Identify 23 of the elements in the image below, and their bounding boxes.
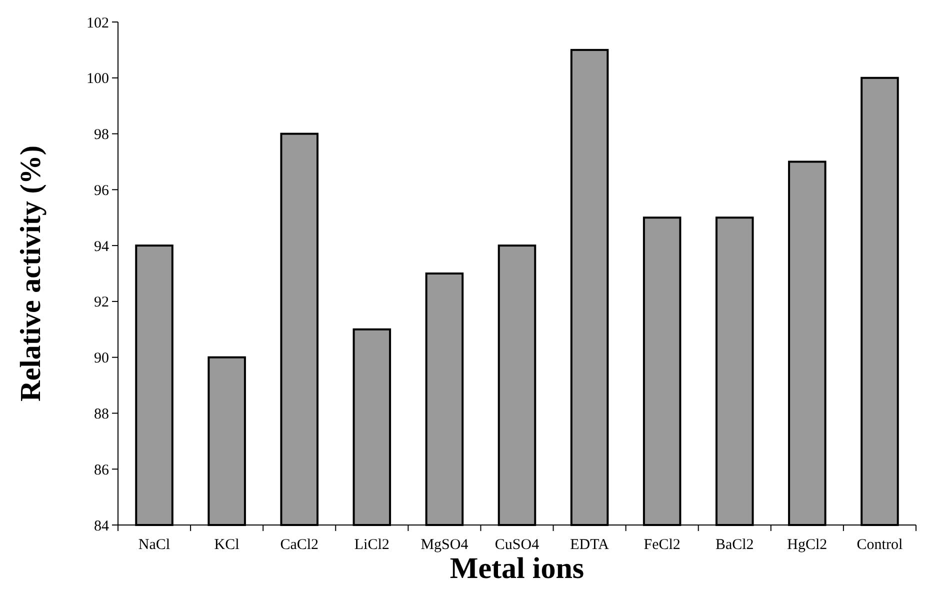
y-tick-label: 102 — [86, 15, 109, 32]
x-tick-label: EDTA — [570, 537, 610, 553]
x-tick-label: MgSO4 — [420, 537, 469, 553]
x-tick-label: LiCl2 — [354, 537, 390, 553]
y-axis-title: Relative activity (%) — [15, 145, 47, 402]
x-tick-label: HgCl2 — [787, 537, 828, 553]
y-tick-label: 100 — [86, 71, 109, 88]
y-tick-label: 96 — [94, 182, 110, 199]
x-tick-label: CuSO4 — [494, 537, 540, 553]
y-tick-label: 84 — [94, 518, 110, 534]
y-tick-label: 88 — [94, 406, 109, 422]
y-tick-label: 90 — [94, 350, 109, 367]
y-tick-label: 86 — [94, 462, 110, 478]
x-tick-label: CaCl2 — [280, 537, 319, 553]
x-tick-label: KCl — [214, 537, 240, 553]
x-tick-label: Control — [856, 537, 903, 553]
x-tick-label: BaCl2 — [715, 537, 754, 553]
x-tick-label: NaCl — [138, 537, 170, 553]
y-tick-label: 94 — [94, 238, 110, 255]
y-tick-label: 92 — [94, 294, 109, 311]
x-tick-label: FeCl2 — [644, 537, 680, 553]
y-tick-label: 98 — [94, 127, 109, 144]
x-axis-title: Metal ions — [450, 552, 584, 585]
